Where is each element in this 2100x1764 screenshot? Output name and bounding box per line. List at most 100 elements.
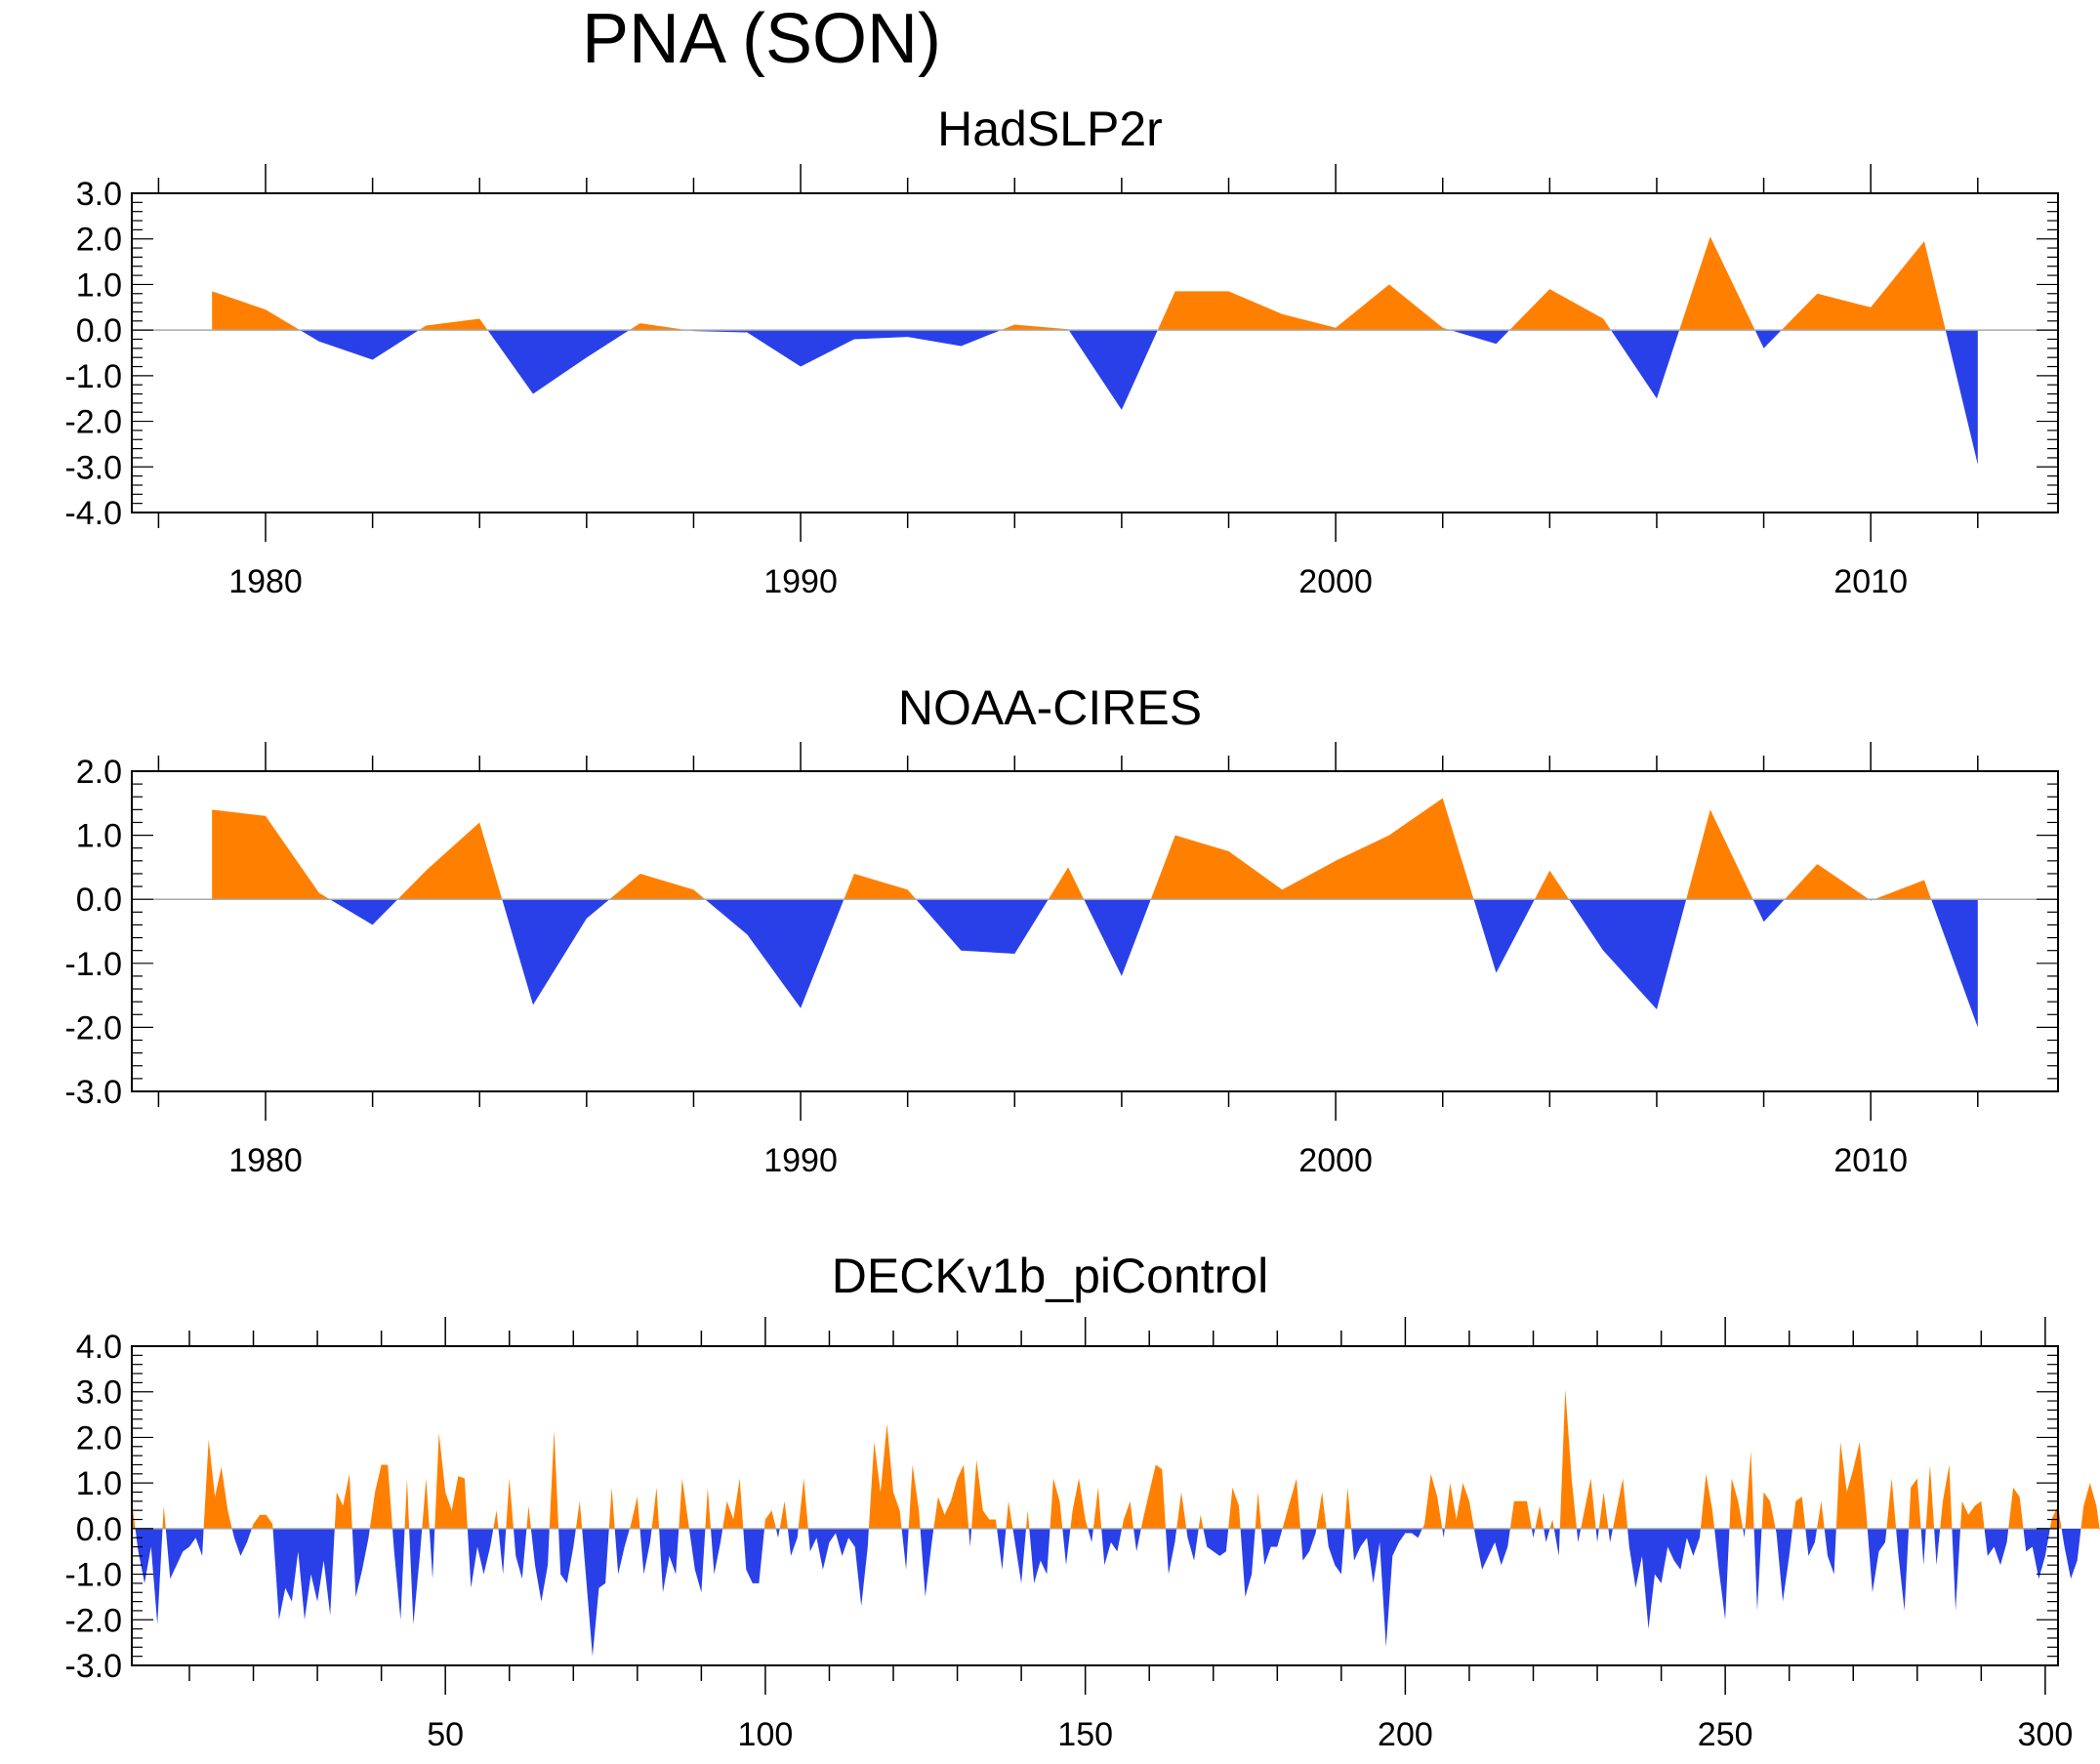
negative-area-112 bbox=[1824, 1528, 1836, 1575]
positive-area-93 bbox=[1559, 1389, 1577, 1529]
positive-area-27 bbox=[575, 1500, 583, 1529]
positive-area-3 bbox=[397, 822, 503, 900]
y-tick-label: 3.0 bbox=[76, 176, 122, 213]
y-tick-label: 2.0 bbox=[76, 222, 122, 259]
positive-area-11 bbox=[1150, 798, 1474, 900]
positive-area-13 bbox=[1679, 236, 1755, 331]
negative-area-64 bbox=[1101, 1528, 1123, 1566]
y-tick-label: 0.0 bbox=[76, 882, 122, 919]
negative-area-6 bbox=[705, 899, 844, 1008]
x-tick-label: 150 bbox=[1057, 1716, 1113, 1753]
positive-area-29 bbox=[608, 1487, 615, 1529]
positive-area-119 bbox=[1925, 1464, 1935, 1529]
negative-area-58 bbox=[1029, 1528, 1050, 1583]
positive-area-51 bbox=[933, 1464, 969, 1529]
negative-area-126 bbox=[2023, 1528, 2050, 1579]
positive-area-33 bbox=[651, 1487, 660, 1529]
negative-area-44 bbox=[787, 1528, 799, 1556]
negative-area-92 bbox=[1553, 1528, 1560, 1556]
positive-area-1 bbox=[212, 291, 301, 331]
positive-area-47 bbox=[868, 1423, 902, 1529]
negative-area-70 bbox=[1186, 1528, 1199, 1561]
positive-area-129 bbox=[2080, 1483, 2100, 1529]
y-tick-label: -4.0 bbox=[64, 495, 122, 532]
negative-area-90 bbox=[1544, 1528, 1550, 1542]
positive-area-15 bbox=[422, 1478, 430, 1529]
negative-area-72 bbox=[1203, 1528, 1229, 1556]
negative-area-122 bbox=[1952, 1528, 1960, 1611]
positive-area-19 bbox=[1874, 880, 1932, 900]
negative-area-124 bbox=[1984, 1528, 2009, 1566]
positive-area-89 bbox=[1535, 1505, 1544, 1529]
positive-area-3 bbox=[419, 318, 488, 331]
positive-area-77 bbox=[1282, 1478, 1300, 1529]
positive-area-127 bbox=[2049, 1505, 2062, 1529]
negative-area-102 bbox=[1714, 1528, 1730, 1620]
negative-area-98 bbox=[1608, 1528, 1613, 1542]
panel-1-title: HadSLP2r bbox=[937, 102, 1163, 156]
negative-area-20 bbox=[1931, 899, 1978, 1028]
positive-area-87 bbox=[1509, 1500, 1532, 1529]
positive-area-71 bbox=[1198, 1514, 1204, 1529]
positive-area-53 bbox=[971, 1459, 998, 1529]
positive-area-79 bbox=[1316, 1492, 1327, 1529]
positive-area-17 bbox=[1784, 864, 1870, 900]
y-tick-label: -1.0 bbox=[64, 946, 122, 983]
positive-area-7 bbox=[251, 1514, 273, 1529]
positive-area-9 bbox=[334, 1473, 352, 1529]
x-tick-label: 2000 bbox=[1298, 1142, 1373, 1179]
negative-area-84 bbox=[1442, 1528, 1445, 1538]
plot-frame bbox=[131, 770, 2059, 1092]
y-tick-label: -2.0 bbox=[64, 1009, 122, 1046]
positive-area-17 bbox=[434, 1432, 468, 1529]
negative-area-88 bbox=[1531, 1528, 1536, 1538]
panel-1: 3.0 2.0 1.0 0.0 -1.0 -2.0 -3.0 -4.0 1980 1990 2000… bbox=[64, 164, 2059, 600]
negative-area-34 bbox=[659, 1528, 679, 1593]
x-tick-label: 2010 bbox=[1833, 563, 1908, 600]
negative-area-8 bbox=[916, 899, 1049, 954]
x-tick-label: 100 bbox=[738, 1716, 794, 1753]
figure-title: PNA (SON) bbox=[581, 0, 942, 78]
negative-area-12 bbox=[1473, 899, 1535, 973]
positive-area-49 bbox=[908, 1464, 921, 1529]
y-tick-label: 1.0 bbox=[76, 818, 122, 855]
negative-area-30 bbox=[614, 1528, 630, 1575]
negative-area-18 bbox=[467, 1528, 494, 1588]
positive-area-113 bbox=[1835, 1442, 1868, 1529]
negative-area-106 bbox=[1753, 1528, 1762, 1611]
positive-area-107 bbox=[1761, 1492, 1776, 1529]
positive-area-13 bbox=[1534, 870, 1570, 900]
positive-area-19 bbox=[493, 1510, 499, 1529]
positive-area-3 bbox=[162, 1505, 166, 1529]
negative-area-86 bbox=[1473, 1528, 1510, 1570]
positive-area-115 bbox=[1886, 1478, 1897, 1529]
x-tick-label: 1990 bbox=[763, 563, 838, 600]
negative-area-12 bbox=[392, 1528, 405, 1620]
negative-area-16 bbox=[429, 1528, 435, 1579]
positive-area-95 bbox=[1581, 1478, 1596, 1529]
negative-area-2 bbox=[135, 1528, 163, 1624]
positive-area-39 bbox=[722, 1478, 744, 1529]
negative-area-20 bbox=[498, 1528, 507, 1575]
negative-area-14 bbox=[1569, 899, 1687, 1009]
positive-area-59 bbox=[1050, 1478, 1063, 1529]
x-tick-label: 1980 bbox=[228, 1142, 303, 1179]
negative-area-8 bbox=[1068, 330, 1158, 410]
y-tick-label: 1.0 bbox=[76, 267, 122, 304]
y-tick-label: 0.0 bbox=[76, 312, 122, 349]
positive-area-45 bbox=[798, 1478, 808, 1529]
positive-area-109 bbox=[1792, 1497, 1806, 1529]
negative-area-40 bbox=[743, 1528, 764, 1583]
negative-area-118 bbox=[1920, 1528, 1926, 1566]
negative-area-128 bbox=[2061, 1528, 2081, 1579]
negative-area-6 bbox=[231, 1528, 252, 1556]
positive-area-15 bbox=[1781, 241, 1946, 331]
negative-area-42 bbox=[775, 1528, 780, 1538]
negative-area-100 bbox=[1627, 1528, 1701, 1629]
negative-area-68 bbox=[1166, 1528, 1177, 1575]
positive-area-99 bbox=[1613, 1478, 1628, 1529]
negative-area-26 bbox=[558, 1528, 576, 1583]
positive-area-117 bbox=[1909, 1478, 1921, 1529]
y-tick-label: -1.0 bbox=[64, 1557, 122, 1594]
